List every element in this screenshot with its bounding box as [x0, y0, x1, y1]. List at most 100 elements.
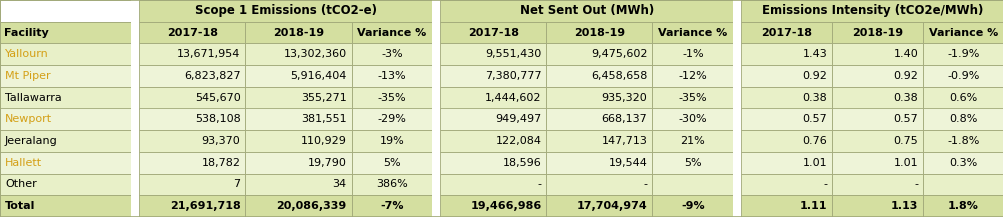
- Bar: [131, 22, 139, 43]
- Text: -: -: [643, 179, 647, 189]
- Text: 5%: 5%: [683, 158, 701, 168]
- Text: 0.38: 0.38: [893, 93, 918, 103]
- Text: 20,086,339: 20,086,339: [276, 201, 346, 211]
- Bar: [432, 174, 440, 195]
- Bar: [432, 108, 440, 130]
- Text: 21,691,718: 21,691,718: [170, 201, 240, 211]
- Bar: [740, 43, 831, 65]
- Bar: [831, 65, 923, 87]
- Text: 5,916,404: 5,916,404: [290, 71, 346, 81]
- Bar: [732, 65, 740, 87]
- Text: 18,596: 18,596: [503, 158, 541, 168]
- Bar: [131, 108, 139, 130]
- Text: 5%: 5%: [383, 158, 400, 168]
- Bar: [732, 22, 740, 43]
- Text: 147,713: 147,713: [601, 136, 647, 146]
- Bar: [432, 130, 440, 152]
- Text: 1.40: 1.40: [893, 49, 918, 59]
- Text: 19,544: 19,544: [608, 158, 647, 168]
- Bar: [131, 65, 139, 87]
- Bar: [831, 43, 923, 65]
- Text: -35%: -35%: [377, 93, 406, 103]
- Bar: [652, 130, 732, 152]
- Text: 0.76: 0.76: [801, 136, 826, 146]
- Bar: [245, 130, 351, 152]
- Text: Hallett: Hallett: [5, 158, 42, 168]
- Bar: [740, 174, 831, 195]
- Text: 13,671,954: 13,671,954: [177, 49, 240, 59]
- Text: Other: Other: [5, 179, 37, 189]
- Bar: [139, 43, 245, 65]
- Bar: [923, 108, 1003, 130]
- Text: 93,370: 93,370: [202, 136, 240, 146]
- Bar: [432, 152, 440, 174]
- Bar: [139, 108, 245, 130]
- Bar: [732, 0, 740, 22]
- Text: Scope 1 Emissions (tCO2-e): Scope 1 Emissions (tCO2-e): [195, 4, 376, 17]
- Bar: [131, 65, 139, 87]
- Bar: [440, 43, 546, 65]
- Bar: [652, 65, 732, 87]
- Text: 7,380,777: 7,380,777: [484, 71, 541, 81]
- Bar: [740, 65, 831, 87]
- Bar: [732, 108, 740, 130]
- Bar: [432, 43, 440, 65]
- Bar: [546, 195, 652, 217]
- Bar: [923, 43, 1003, 65]
- Bar: [0, 22, 131, 43]
- Bar: [440, 195, 546, 217]
- Text: 6,458,658: 6,458,658: [591, 71, 647, 81]
- Text: 1.01: 1.01: [801, 158, 826, 168]
- Text: 19,466,986: 19,466,986: [469, 201, 541, 211]
- Text: -12%: -12%: [678, 71, 706, 81]
- Text: 2018-19: 2018-19: [273, 28, 324, 38]
- Bar: [0, 152, 131, 174]
- Bar: [131, 43, 139, 65]
- Bar: [732, 195, 740, 217]
- Bar: [740, 130, 831, 152]
- Bar: [0, 130, 131, 152]
- Bar: [831, 174, 923, 195]
- Bar: [440, 130, 546, 152]
- Bar: [351, 195, 432, 217]
- Text: 1.13: 1.13: [890, 201, 918, 211]
- Bar: [546, 87, 652, 108]
- Text: 0.57: 0.57: [893, 114, 918, 124]
- Bar: [732, 130, 740, 152]
- Text: 9,475,602: 9,475,602: [591, 49, 647, 59]
- Text: 13,302,360: 13,302,360: [283, 49, 346, 59]
- Text: -1.8%: -1.8%: [947, 136, 979, 146]
- Bar: [432, 22, 440, 43]
- Text: 9,551,430: 9,551,430: [484, 49, 541, 59]
- Bar: [440, 108, 546, 130]
- Text: Net Sent Out (MWh): Net Sent Out (MWh): [520, 4, 653, 17]
- Text: 19%: 19%: [379, 136, 404, 146]
- Bar: [432, 195, 440, 217]
- Bar: [351, 152, 432, 174]
- Text: -1.9%: -1.9%: [947, 49, 979, 59]
- Bar: [432, 174, 440, 195]
- Bar: [732, 152, 740, 174]
- Text: 18,782: 18,782: [202, 158, 240, 168]
- Bar: [831, 87, 923, 108]
- Text: 17,704,974: 17,704,974: [576, 201, 647, 211]
- Bar: [139, 195, 245, 217]
- Bar: [131, 130, 139, 152]
- Bar: [131, 130, 139, 152]
- Bar: [652, 22, 732, 43]
- Bar: [732, 65, 740, 87]
- Bar: [0, 43, 131, 65]
- Bar: [923, 22, 1003, 43]
- Text: 538,108: 538,108: [195, 114, 240, 124]
- Bar: [131, 174, 139, 195]
- Text: 381,551: 381,551: [301, 114, 346, 124]
- Bar: [740, 22, 831, 43]
- Bar: [732, 22, 740, 43]
- Text: -9%: -9%: [680, 201, 704, 211]
- Text: 2017-18: 2017-18: [760, 28, 811, 38]
- Bar: [245, 65, 351, 87]
- Bar: [139, 152, 245, 174]
- Text: 110,929: 110,929: [300, 136, 346, 146]
- Bar: [131, 87, 139, 108]
- Bar: [732, 87, 740, 108]
